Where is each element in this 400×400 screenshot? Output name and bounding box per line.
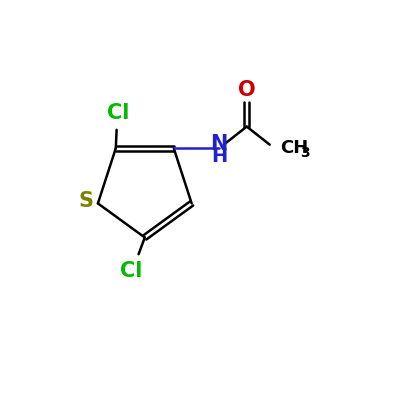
Text: O: O (238, 80, 256, 100)
Text: 3: 3 (300, 146, 310, 160)
Text: N: N (210, 134, 228, 154)
Text: Cl: Cl (106, 103, 129, 123)
Text: H: H (211, 148, 227, 166)
Text: S: S (78, 192, 94, 212)
Text: Cl: Cl (120, 261, 142, 281)
Text: CH: CH (280, 139, 308, 157)
